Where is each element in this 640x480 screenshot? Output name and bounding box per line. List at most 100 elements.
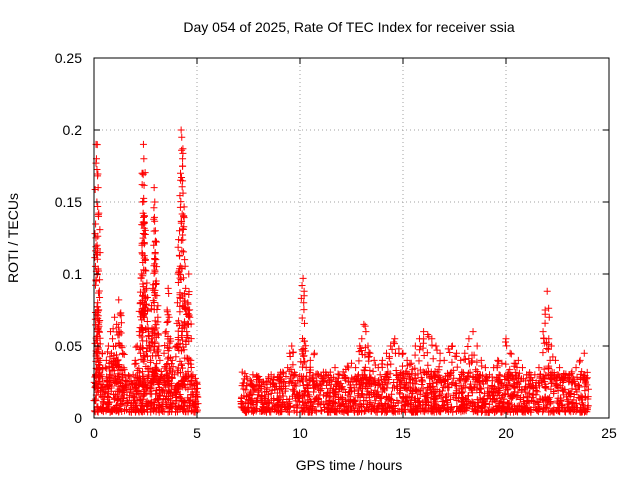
- data-point: [141, 286, 149, 294]
- data-point: [453, 363, 461, 371]
- data-point: [143, 317, 151, 325]
- data-point: [300, 359, 308, 367]
- data-point: [493, 389, 501, 397]
- data-point: [572, 364, 580, 372]
- data-point: [242, 392, 250, 400]
- data-point: [187, 356, 195, 364]
- data-point: [368, 403, 376, 411]
- data-point: [147, 305, 155, 313]
- data-point: [486, 371, 494, 379]
- data-point: [121, 371, 129, 379]
- data-point: [127, 388, 135, 396]
- data-point: [109, 335, 117, 343]
- data-point: [544, 364, 552, 372]
- data-point: [351, 408, 359, 416]
- data-point: [452, 352, 460, 360]
- data-point: [193, 392, 201, 400]
- data-point: [178, 247, 186, 255]
- data-point: [111, 394, 119, 402]
- data-point: [180, 248, 188, 256]
- data-point: [424, 393, 432, 401]
- y-tick-label: 0.05: [55, 338, 82, 354]
- data-point: [383, 384, 391, 392]
- data-point: [139, 372, 147, 380]
- data-point: [154, 330, 162, 338]
- data-point: [391, 340, 399, 348]
- data-point: [153, 360, 161, 368]
- data-point: [95, 318, 103, 326]
- data-point: [583, 368, 591, 376]
- data-point: [441, 394, 449, 402]
- data-point: [185, 355, 193, 363]
- data-point: [94, 232, 102, 240]
- data-point: [103, 348, 111, 356]
- data-point: [142, 301, 150, 309]
- data-point: [267, 371, 275, 379]
- data-point: [413, 377, 421, 385]
- data-point: [554, 394, 562, 402]
- data-point: [92, 220, 100, 228]
- data-point: [570, 391, 578, 399]
- data-point: [258, 394, 266, 402]
- data-point: [582, 407, 590, 415]
- data-point: [518, 385, 526, 393]
- data-point: [117, 319, 125, 327]
- data-point: [555, 406, 563, 414]
- data-point: [117, 312, 125, 320]
- data-point: [580, 349, 588, 357]
- data-point: [179, 226, 187, 234]
- data-point: [274, 407, 282, 415]
- data-point: [502, 338, 510, 346]
- data-point: [509, 404, 517, 412]
- data-point: [469, 399, 477, 407]
- data-point: [292, 371, 300, 379]
- data-point: [152, 256, 160, 264]
- data-point: [140, 239, 148, 247]
- data-point: [354, 376, 362, 384]
- data-point: [539, 374, 547, 382]
- data-point: [477, 384, 485, 392]
- data-point: [513, 378, 521, 386]
- data-point: [507, 391, 515, 399]
- data-point: [132, 359, 140, 367]
- y-tick-label: 0.1: [63, 266, 83, 282]
- data-point: [416, 346, 424, 354]
- data-point: [326, 377, 334, 385]
- data-point: [177, 169, 185, 177]
- data-point: [414, 370, 422, 378]
- data-point: [94, 170, 102, 178]
- data-point: [364, 342, 372, 350]
- data-point: [143, 352, 151, 360]
- data-point: [410, 395, 418, 403]
- data-point: [253, 397, 261, 405]
- data-point: [486, 394, 494, 402]
- data-point: [164, 284, 172, 292]
- data-point: [157, 368, 165, 376]
- data-point: [172, 353, 180, 361]
- data-point: [338, 395, 346, 403]
- data-point: [458, 370, 466, 378]
- data-point: [459, 388, 467, 396]
- data-point: [564, 374, 572, 382]
- data-point: [313, 377, 321, 385]
- data-point: [179, 155, 187, 163]
- data-point: [237, 403, 245, 411]
- data-point: [151, 249, 159, 257]
- data-point: [136, 396, 144, 404]
- data-point: [417, 374, 425, 382]
- data-point: [473, 396, 481, 404]
- data-point: [243, 408, 251, 416]
- data-point: [477, 385, 485, 393]
- data-point: [358, 403, 366, 411]
- data-point: [367, 382, 375, 390]
- data-point: [163, 318, 171, 326]
- data-point: [179, 225, 187, 233]
- data-point: [554, 399, 562, 407]
- data-point: [399, 395, 407, 403]
- data-point: [541, 319, 549, 327]
- data-point: [468, 357, 476, 365]
- data-point: [119, 394, 127, 402]
- data-point: [425, 367, 433, 375]
- data-point: [435, 363, 443, 371]
- data-point: [568, 385, 576, 393]
